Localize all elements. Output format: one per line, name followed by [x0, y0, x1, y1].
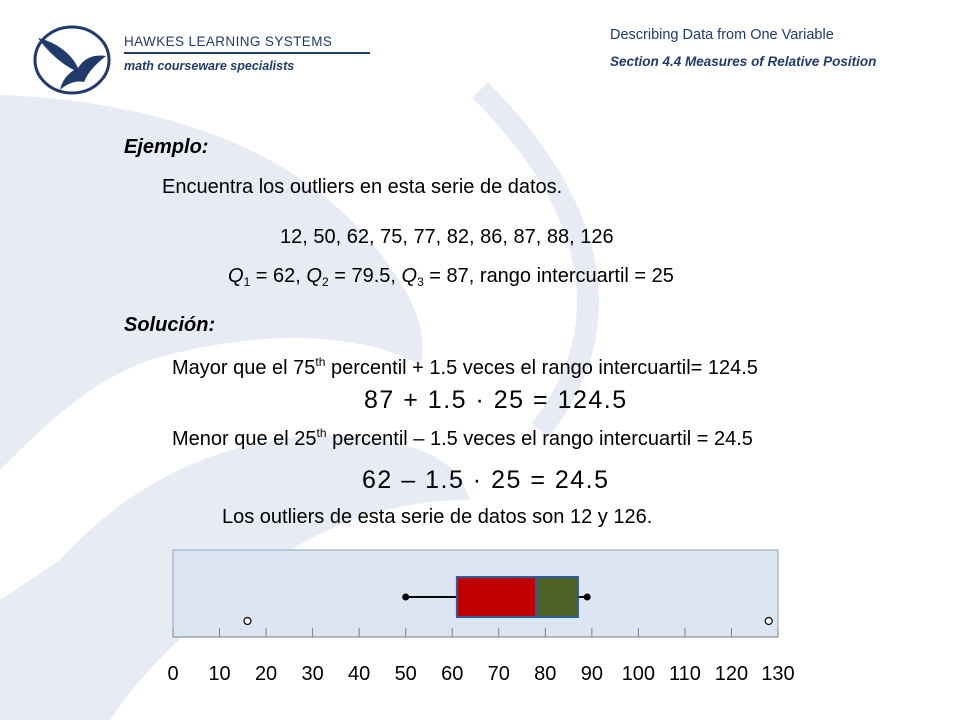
q1-value: = 62, [250, 265, 307, 287]
brand-block: HAWKES LEARNING SYSTEMS math courseware … [124, 34, 370, 73]
x-tick-label: 40 [348, 663, 370, 685]
quartiles-line: Q1 = 62, Q2 = 79.5, Q3 = 87, rango inter… [228, 265, 674, 289]
q1-symbol: Q [228, 265, 244, 287]
upper-fence-part-a: Mayor que el 75 [172, 357, 316, 379]
q3-subscript: 3 [417, 275, 424, 289]
q2-value: = 79.5, [328, 265, 402, 287]
lower-whisker-end [402, 593, 410, 601]
x-tick-label: 120 [715, 663, 748, 685]
lower-fence-part-b: percentil – 1.5 veces el rango intercuar… [326, 428, 753, 450]
example-heading: Ejemplo: [124, 136, 209, 158]
q3-symbol: Q [401, 265, 418, 287]
upper-box [535, 576, 579, 618]
x-tick-label: 80 [534, 663, 556, 685]
data-series: 12, 50, 62, 75, 77, 82, 86, 87, 88, 126 [280, 226, 614, 248]
x-tick-label: 0 [167, 663, 178, 685]
x-tick-label: 50 [395, 663, 417, 685]
upper-whisker-end [583, 593, 591, 601]
q3-value: = 87, rango intercuartil = 25 [423, 265, 674, 287]
q2-symbol: Q [306, 265, 322, 287]
x-tick-label: 60 [441, 663, 463, 685]
topic-block: Describing Data from One Variable Sectio… [610, 27, 950, 69]
topic-title: Describing Data from One Variable [610, 27, 834, 43]
conclusion-text: Los outliers de esta serie de datos son … [222, 506, 653, 528]
x-tick-label: 10 [208, 663, 230, 685]
upper-fence-equation: 87 + 1.5 · 25 = 124.5 [364, 386, 628, 414]
solution-heading: Solución: [124, 314, 216, 336]
example-prompt: Encuentra los outliers en esta serie de … [162, 176, 563, 198]
lower-fence-superscript: th [316, 426, 327, 440]
x-tick-label: 70 [488, 663, 510, 685]
upper-fence-superscript: th [315, 355, 326, 369]
x-tick-label: 100 [622, 663, 655, 685]
outlier-point [764, 616, 773, 626]
upper-fence-part-b: percentil + 1.5 veces el rango intercuar… [325, 357, 758, 379]
outlier-point [243, 616, 252, 626]
lower-fence-equation: 62 – 1.5 · 25 = 24.5 [362, 466, 610, 494]
box-plot-chart: 0 10 20 30 40 50 60 70 80 90 100 110 120 130 [167, 549, 795, 685]
x-tick-label: 30 [301, 663, 323, 685]
q2-subscript: 2 [321, 275, 329, 289]
brand-tagline: math courseware specialists [124, 59, 295, 73]
x-tick-label: 110 [669, 663, 701, 685]
lower-fence-text: Menor que el 25th percentil – 1.5 veces … [172, 426, 753, 451]
q1-subscript: 1 [243, 275, 251, 289]
brand-name: HAWKES LEARNING SYSTEMS [124, 34, 370, 54]
x-tick-label: 90 [581, 663, 603, 685]
upper-fence-text: Mayor que el 75th percentil + 1.5 veces … [172, 355, 758, 380]
x-tick-label: 130 [761, 663, 794, 685]
lower-fence-part-a: Menor que el 25 [172, 428, 317, 450]
lower-box [455, 576, 537, 618]
eagle-logo-icon [33, 25, 111, 95]
section-title: Section 4.4 Measures of Relative Positio… [610, 54, 877, 69]
x-tick-label: 20 [255, 663, 277, 685]
